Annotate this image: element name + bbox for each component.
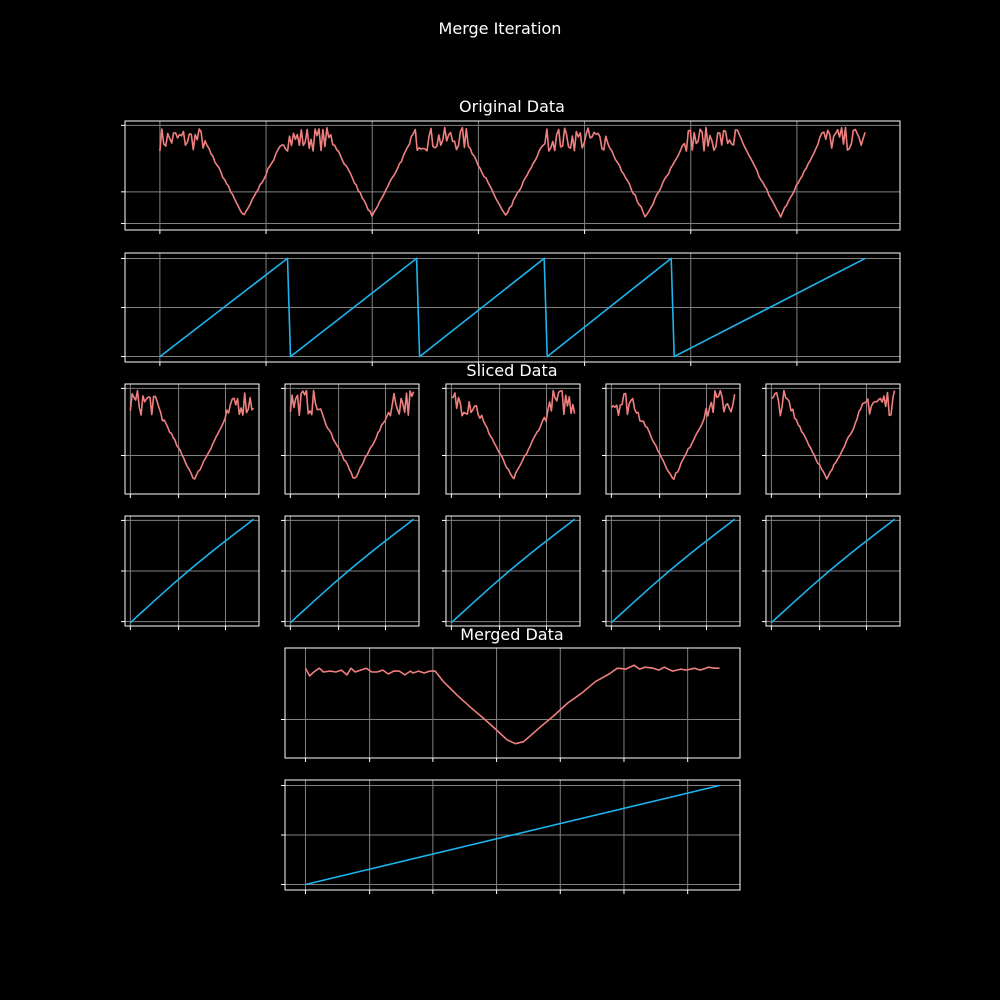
sliced-signal-axes-2-frame <box>284 383 420 495</box>
sliced-ramp-axes-1-frame <box>124 515 260 627</box>
sliced-ramp-line-1 <box>129 518 255 624</box>
sliced-signal-line-3 <box>451 389 576 480</box>
sliced-ramp-axes-2 <box>281 515 420 630</box>
sliced-signal-axes-1-frame <box>124 383 260 495</box>
merged-ramp-axes-frame <box>284 779 741 891</box>
sliced-signal-axes-2 <box>281 383 420 498</box>
sliced-ramp-line-5 <box>770 518 896 624</box>
merged-signal-axes-frame <box>284 647 741 759</box>
sliced-ramp-axes-2-frame <box>284 515 420 627</box>
original-ramp-axes-frame <box>124 252 901 363</box>
section-title-sliced: Sliced Data <box>466 361 557 380</box>
sliced-ramp-axes-3 <box>442 515 581 630</box>
original-signal-axes <box>121 120 901 234</box>
original-ramp-line <box>159 257 866 358</box>
sliced-signal-axes-3 <box>442 383 581 498</box>
sliced-ramp-axes-4-frame <box>605 515 741 627</box>
merged-ramp-line <box>305 784 720 886</box>
original-signal-line <box>159 126 866 218</box>
sliced-ramp-line-4 <box>610 518 736 624</box>
sliced-signal-axes-1 <box>121 383 260 498</box>
sliced-ramp-line-3 <box>450 518 576 624</box>
panels-layer <box>121 120 901 894</box>
sliced-signal-axes-5 <box>762 383 901 498</box>
sliced-ramp-axes-4 <box>602 515 741 630</box>
sliced-ramp-axes-3-frame <box>445 515 581 627</box>
sliced-signal-line-1 <box>129 389 255 480</box>
figure-title: Merge Iteration <box>439 19 562 38</box>
sliced-signal-axes-4-frame <box>605 383 741 495</box>
section-title-original: Original Data <box>459 97 565 116</box>
section-title-merged: Merged Data <box>460 625 563 644</box>
merged-ramp-axes <box>281 779 741 894</box>
original-signal-axes-frame <box>124 120 901 231</box>
merged-signal-line <box>304 664 720 745</box>
sliced-ramp-axes-1 <box>121 515 260 630</box>
sliced-signal-line-4 <box>610 389 736 481</box>
sliced-signal-line-5 <box>770 389 896 480</box>
sliced-ramp-axes-5 <box>762 515 901 630</box>
sliced-ramp-line-2 <box>289 518 415 624</box>
sliced-signal-line-2 <box>289 389 415 479</box>
sliced-signal-axes-4 <box>602 383 741 498</box>
sliced-ramp-axes-5-frame <box>765 515 901 627</box>
sliced-signal-axes-5-frame <box>765 383 901 495</box>
merged-signal-axes <box>281 647 741 762</box>
sliced-signal-axes-3-frame <box>445 383 581 495</box>
original-ramp-axes <box>121 252 901 366</box>
